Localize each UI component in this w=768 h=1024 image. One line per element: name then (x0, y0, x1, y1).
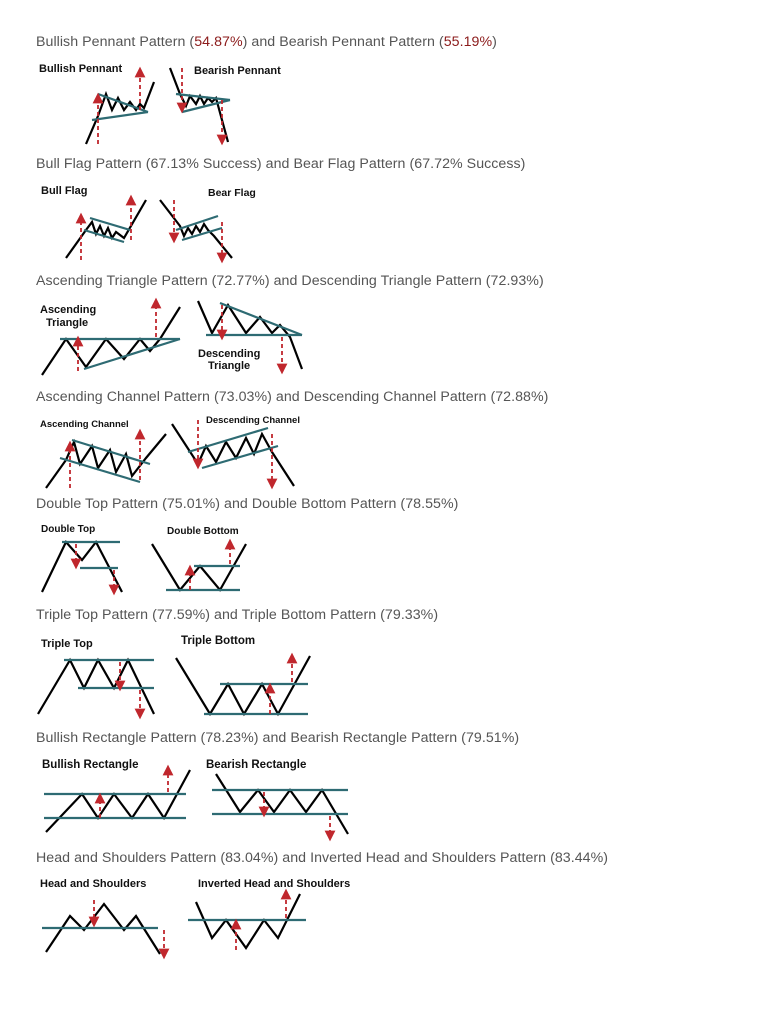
bearish-rectangle-chart (212, 773, 349, 842)
descending-channel-label: Descending Channel (206, 415, 300, 426)
double-diagram: Double Top Double Bottom (36, 520, 296, 596)
descending-triangle-label-2: Triangle (208, 360, 250, 372)
ascending-channel-chart (45, 428, 167, 489)
ascending-triangle-label-1: Ascending (40, 304, 96, 316)
heading-head-shoulders: Head and Shoulders Pattern (83.04%) and … (36, 850, 609, 866)
ascending-channel-label: Ascending Channel (40, 419, 129, 430)
ascending-triangle-label-2: Triangle (46, 317, 88, 329)
bear-flag-chart (159, 199, 233, 264)
double-top-chart (41, 539, 123, 596)
heading-text: ) and Bearish Pennant Pattern ( (242, 34, 444, 50)
flag-diagram: Bull Flag Bear Flag (36, 180, 276, 264)
heading-double: Double Top Pattern (75.01%) and Double B… (36, 496, 459, 512)
descending-triangle-label-1: Descending (198, 348, 260, 360)
bearish-pennant-percent: 55.19% (443, 34, 493, 50)
bullish-rectangle-chart (44, 764, 191, 833)
head-and-shoulders-label: Head and Shoulders (40, 878, 146, 890)
bullish-pennant-label: Bullish Pennant (39, 63, 122, 75)
double-bottom-label: Double Bottom (167, 526, 239, 537)
heading-rectangle: Bullish Rectangle Pattern (78.23%) and B… (36, 730, 520, 746)
bull-flag-chart (65, 194, 147, 260)
heading-flag: Bull Flag Pattern (67.13% Success) and B… (36, 156, 526, 172)
heading-text: ) (492, 34, 497, 50)
heading-pennant: Bullish Pennant Pattern (54.87%) and Bea… (36, 34, 497, 50)
bullish-pennant-chart (84, 66, 156, 145)
heading-channel: Ascending Channel Pattern (73.03%) and D… (36, 389, 549, 405)
channel-diagram: Ascending Channel Descending Channel (36, 412, 316, 490)
triple-top-label: Triple Top (41, 638, 93, 650)
triple-diagram: Triple Top Triple Bottom (36, 630, 326, 720)
bearish-pennant-label: Bearish Pennant (194, 65, 281, 77)
descending-channel-chart (171, 420, 295, 490)
double-top-label: Double Top (41, 524, 95, 535)
bear-flag-label: Bear Flag (208, 187, 256, 199)
triple-bottom-label: Triple Bottom (181, 635, 255, 647)
inverted-head-and-shoulders-label: Inverted Head and Shoulders (198, 878, 350, 890)
double-bottom-chart (151, 538, 247, 592)
heading-text: Bullish Pennant Pattern ( (36, 34, 195, 50)
descending-triangle-chart (196, 300, 304, 375)
rectangle-diagram: Bullish Rectangle Bearish Rectangle (36, 754, 356, 842)
heading-triangle: Ascending Triangle Pattern (72.77%) and … (36, 273, 544, 289)
triple-bottom-chart (175, 652, 311, 717)
inverted-head-and-shoulders-chart (188, 888, 306, 950)
head-and-shoulders-chart (42, 900, 170, 960)
bearish-rectangle-label: Bearish Rectangle (206, 759, 306, 771)
head-shoulders-diagram: Head and Shoulders Inverted Head and Sho… (36, 874, 366, 960)
heading-triple: Triple Top Pattern (77.59%) and Triple B… (36, 607, 439, 623)
ascending-triangle-chart (41, 297, 181, 376)
bullish-rectangle-label: Bullish Rectangle (42, 759, 139, 771)
pennant-diagram: Bullish Pennant Bearish Pennant (36, 58, 296, 148)
triangle-diagram: Ascending Triangle Descending Triangle (36, 297, 336, 379)
bearish-pennant-chart (168, 67, 231, 146)
bullish-pennant-percent: 54.87% (194, 34, 243, 50)
triple-top-chart (37, 657, 155, 720)
bull-flag-label: Bull Flag (41, 185, 87, 197)
